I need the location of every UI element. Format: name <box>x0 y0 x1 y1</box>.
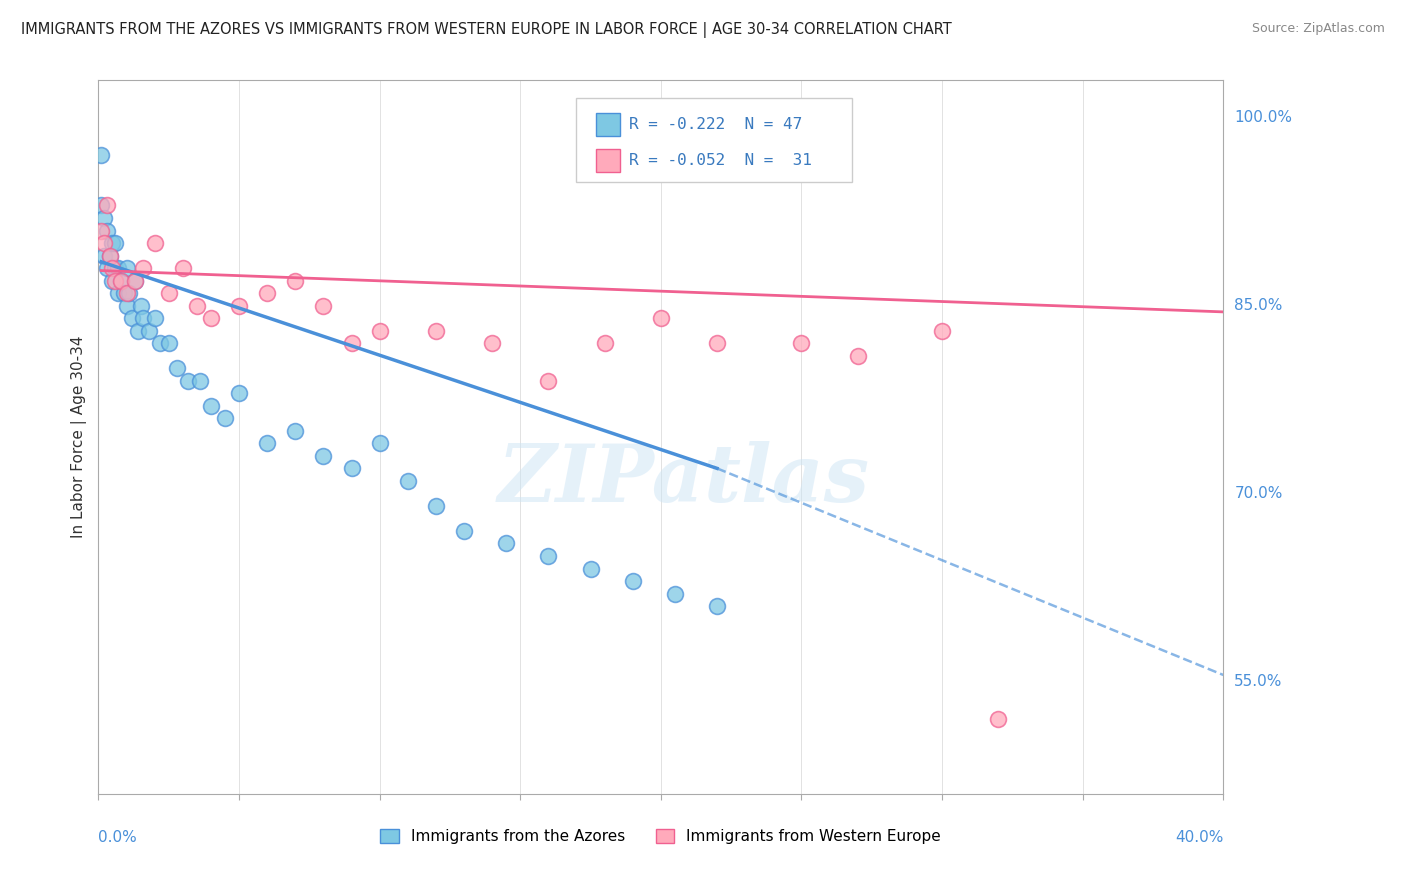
Point <box>104 235 127 250</box>
Point <box>104 274 127 288</box>
Point <box>312 299 335 313</box>
Point <box>256 436 278 450</box>
Text: 100.0%: 100.0% <box>1234 111 1292 126</box>
Point <box>664 586 686 600</box>
Point <box>101 274 124 288</box>
Point <box>188 374 211 388</box>
Point <box>186 299 208 313</box>
Point <box>124 274 146 288</box>
Legend: Immigrants from the Azores, Immigrants from Western Europe: Immigrants from the Azores, Immigrants f… <box>374 823 948 850</box>
Point <box>93 248 115 262</box>
Point <box>132 311 155 326</box>
Point <box>312 449 335 463</box>
Point <box>110 274 132 288</box>
Point <box>96 223 118 237</box>
Point <box>115 299 138 313</box>
Point <box>172 261 194 276</box>
Point <box>368 436 391 450</box>
Point <box>101 261 124 276</box>
Point <box>706 599 728 613</box>
Point <box>166 361 188 376</box>
Point <box>987 712 1010 726</box>
Point <box>143 311 166 326</box>
Point <box>284 274 307 288</box>
Point <box>107 261 129 276</box>
Point <box>593 336 616 351</box>
Y-axis label: In Labor Force | Age 30-34: In Labor Force | Age 30-34 <box>72 335 87 539</box>
Point <box>138 324 160 338</box>
Point <box>537 549 560 563</box>
Point <box>481 336 503 351</box>
Point <box>228 386 250 401</box>
Point <box>104 261 127 276</box>
Point <box>107 286 129 301</box>
Point <box>846 349 869 363</box>
Point <box>790 336 813 351</box>
Point <box>98 248 121 262</box>
Point <box>200 399 222 413</box>
Point <box>425 324 447 338</box>
Point <box>368 324 391 338</box>
Point <box>129 299 152 313</box>
Point <box>96 198 118 212</box>
Point <box>425 499 447 513</box>
Point <box>340 336 363 351</box>
Point <box>228 299 250 313</box>
Point <box>621 574 644 588</box>
Point <box>90 148 112 162</box>
Point <box>127 324 149 338</box>
Text: R = -0.052  N =  31: R = -0.052 N = 31 <box>630 153 813 168</box>
Point <box>90 198 112 212</box>
Point <box>157 286 180 301</box>
Text: 0.0%: 0.0% <box>98 830 138 845</box>
Text: 40.0%: 40.0% <box>1175 830 1223 845</box>
Text: 55.0%: 55.0% <box>1234 673 1282 689</box>
Point <box>340 461 363 475</box>
Point <box>157 336 180 351</box>
Point <box>121 311 143 326</box>
Text: IMMIGRANTS FROM THE AZORES VS IMMIGRANTS FROM WESTERN EUROPE IN LABOR FORCE | AG: IMMIGRANTS FROM THE AZORES VS IMMIGRANTS… <box>21 22 952 38</box>
Point <box>931 324 953 338</box>
FancyBboxPatch shape <box>576 98 852 182</box>
Point <box>115 261 138 276</box>
Point <box>115 286 138 301</box>
Point <box>101 235 124 250</box>
Point <box>118 286 141 301</box>
Point <box>90 223 112 237</box>
Point <box>537 374 560 388</box>
Point <box>112 286 135 301</box>
Point <box>453 524 475 538</box>
Point <box>98 248 121 262</box>
Text: 85.0%: 85.0% <box>1234 298 1282 313</box>
Point <box>96 261 118 276</box>
Point <box>124 274 146 288</box>
Text: ZIPatlas: ZIPatlas <box>498 442 869 518</box>
Point <box>396 474 419 488</box>
Point <box>132 261 155 276</box>
Point <box>284 424 307 438</box>
Text: Source: ZipAtlas.com: Source: ZipAtlas.com <box>1251 22 1385 36</box>
Point <box>650 311 672 326</box>
Text: R = -0.222  N = 47: R = -0.222 N = 47 <box>630 117 803 132</box>
Point <box>706 336 728 351</box>
Point <box>93 235 115 250</box>
Point <box>149 336 172 351</box>
Bar <box>596 149 620 171</box>
Point <box>110 274 132 288</box>
Point <box>200 311 222 326</box>
Text: 70.0%: 70.0% <box>1234 486 1282 501</box>
Point <box>579 561 602 575</box>
Point <box>214 411 236 425</box>
Point <box>93 211 115 225</box>
Point <box>143 235 166 250</box>
Point <box>495 536 517 550</box>
Point <box>177 374 200 388</box>
Bar <box>596 113 620 136</box>
Point <box>256 286 278 301</box>
